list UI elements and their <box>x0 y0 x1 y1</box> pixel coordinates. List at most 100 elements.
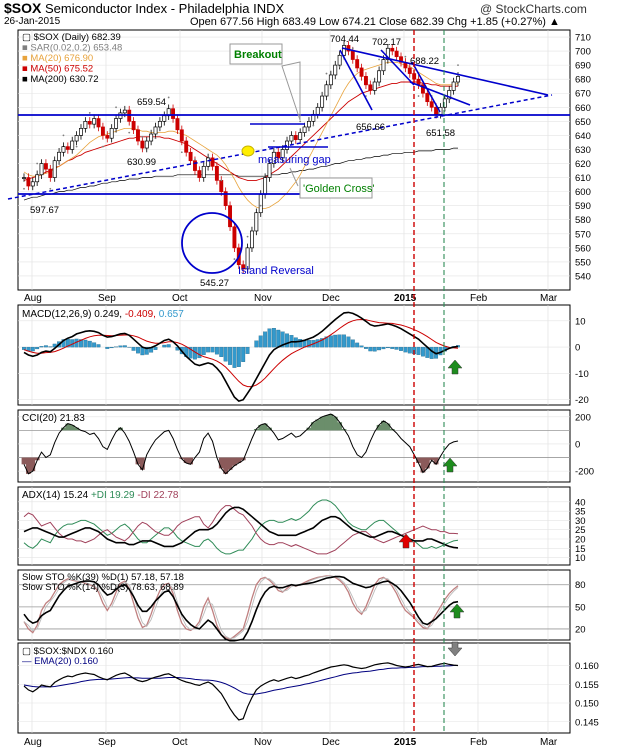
y-tick-label: 590 <box>575 201 591 212</box>
macd-histogram-bar <box>355 342 360 348</box>
sto-fast-signal-line <box>23 575 459 639</box>
candle-body <box>245 247 250 270</box>
macd-histogram-bar <box>30 346 35 352</box>
y-tick-label: 40 <box>575 497 586 508</box>
candle-body <box>100 126 105 136</box>
y-tick-label: 580 <box>575 215 591 226</box>
macd-histogram-bar <box>328 335 333 348</box>
cci-oversold-fill <box>227 457 233 470</box>
candle-body <box>149 133 154 142</box>
macd-signal-line <box>23 318 459 388</box>
candle-body <box>83 121 88 129</box>
y-tick-label: 0 <box>575 343 580 354</box>
wedge-line-b <box>380 49 415 86</box>
macd-up-arrow <box>447 359 463 375</box>
candle-body <box>140 140 145 149</box>
legend-entry: CCI(20) 21.83 <box>22 413 85 424</box>
candle-body <box>456 76 460 83</box>
cci-overbought-fill <box>324 415 329 431</box>
cci-oversold-fill <box>240 457 246 461</box>
candle-body <box>359 67 364 77</box>
macd-histogram-bar <box>214 346 219 355</box>
y-tick-label: 610 <box>575 173 591 184</box>
candle-body <box>92 118 97 125</box>
sar-dot <box>233 258 236 260</box>
candle-body <box>425 92 430 103</box>
candle-body <box>254 212 259 232</box>
macd-line <box>23 311 459 403</box>
candle-body <box>302 126 307 133</box>
macd-histogram-bar <box>350 339 355 348</box>
sar-dot <box>194 158 196 161</box>
candle-body <box>315 106 320 115</box>
candle-body <box>385 47 390 60</box>
candle-body <box>122 109 127 114</box>
ma200-line <box>23 147 458 201</box>
candle-body <box>153 126 158 135</box>
macd-histogram-bar <box>144 346 149 355</box>
candle-body <box>114 118 119 129</box>
macd-histogram-bar <box>263 331 268 348</box>
macd-histogram-bar <box>206 346 211 353</box>
candle-body <box>48 168 53 178</box>
macd-histogram-bar <box>109 346 114 349</box>
x-tick-label: Nov <box>254 293 272 304</box>
y-tick-label: 650 <box>575 117 591 128</box>
y-tick-label: 630 <box>575 145 591 156</box>
x-tick-label: Oct <box>172 737 188 748</box>
macd-histogram-bar <box>87 340 92 348</box>
y-tick-label: -20 <box>575 395 589 406</box>
macd-histogram-bar <box>267 328 272 348</box>
y-tick-label: 10 <box>575 553 586 564</box>
legend-adx: ADX(14) 15.24 +DI 19.29 -DI 22.78 <box>22 490 179 501</box>
cci-oversold-fill <box>139 457 145 470</box>
candle-body <box>61 146 66 153</box>
candle-body <box>39 163 44 176</box>
cci-oversold-fill <box>183 457 189 463</box>
candle-body <box>346 45 351 52</box>
cci-oversold-fill <box>236 457 242 463</box>
macd-histogram-bar <box>280 331 285 348</box>
cci-oversold-fill <box>135 457 141 465</box>
macd-histogram-bar <box>61 339 66 348</box>
candle-body <box>22 177 26 179</box>
macd-histogram-bar <box>372 346 377 352</box>
cci-oversold-fill <box>232 457 237 466</box>
candle-body <box>342 45 346 56</box>
macd-histogram-bar <box>118 345 123 348</box>
candle-body <box>276 151 281 159</box>
sar-dot <box>325 72 328 75</box>
legend-entry: +DI 19.29 <box>91 490 137 501</box>
y-tick-label: 640 <box>575 131 591 142</box>
candle-body <box>201 165 206 178</box>
breakout-box <box>229 43 283 65</box>
candle-body <box>162 115 167 122</box>
macd-histogram-bar <box>83 339 88 348</box>
candle-body <box>144 140 149 149</box>
cci-overbought-fill <box>69 424 75 431</box>
x-tick-label: Sep <box>98 737 116 748</box>
y-tick-label: -10 <box>575 369 589 380</box>
y-tick-label: 35 <box>575 507 586 518</box>
cci-overbought-fill <box>310 422 316 431</box>
sar-dot <box>351 47 354 50</box>
y-tick-label: 25 <box>575 525 586 536</box>
candle-body <box>43 163 48 170</box>
y-tick-label: 570 <box>575 229 591 240</box>
macd-histogram-bar <box>320 338 325 348</box>
candle-body <box>74 135 79 142</box>
macd-histogram-bar <box>223 346 228 362</box>
cci-overbought-fill <box>61 427 66 431</box>
ratio-line <box>23 662 459 721</box>
candle-body <box>188 151 193 162</box>
candle-body <box>175 118 180 131</box>
sar-dot <box>272 140 275 142</box>
candle-body <box>368 84 373 91</box>
legend-entry: ADX(14) 15.24 <box>22 490 91 501</box>
y-tick-label: 10 <box>575 316 586 327</box>
macd-histogram-bar <box>407 346 412 354</box>
macd-histogram-bar <box>298 339 303 348</box>
annotation-label: 597.67 <box>30 205 59 216</box>
annotation-label: measuring gap <box>258 154 331 166</box>
candle-body <box>390 47 395 52</box>
